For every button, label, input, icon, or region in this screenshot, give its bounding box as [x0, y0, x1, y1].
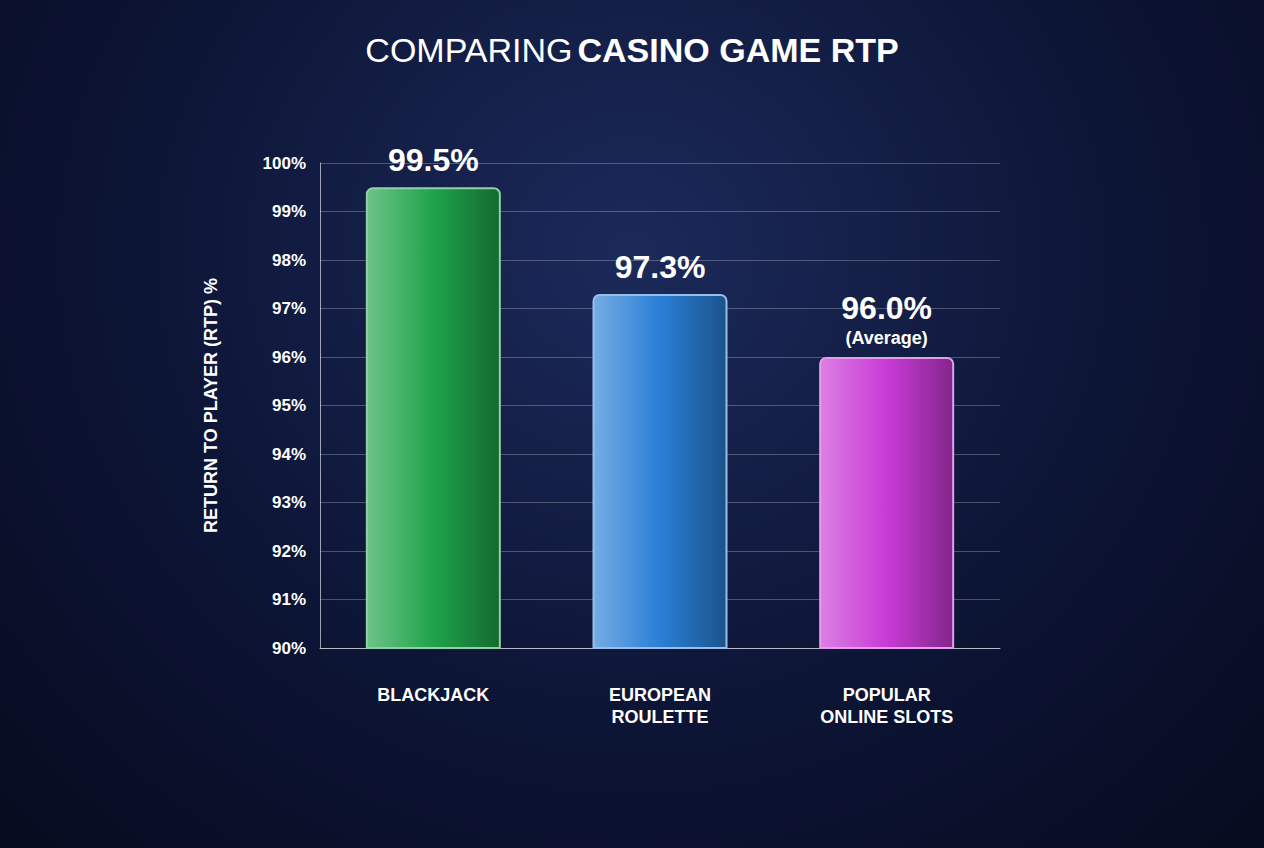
- svg-text:94%: 94%: [272, 445, 306, 464]
- svg-text:ONLINE SLOTS: ONLINE SLOTS: [820, 707, 953, 727]
- svg-text:99.5%: 99.5%: [388, 142, 479, 178]
- svg-text:98%: 98%: [272, 251, 306, 270]
- svg-text:COMPARING: COMPARING: [365, 31, 572, 69]
- svg-text:93%: 93%: [272, 493, 306, 512]
- svg-text:92%: 92%: [272, 542, 306, 561]
- svg-text:91%: 91%: [272, 590, 306, 609]
- svg-text:POPULAR: POPULAR: [843, 685, 931, 705]
- svg-text:97%: 97%: [272, 299, 306, 318]
- svg-text:BLACKJACK: BLACKJACK: [377, 685, 489, 705]
- svg-text:ROULETTE: ROULETTE: [612, 707, 709, 727]
- svg-text:100%: 100%: [263, 154, 306, 173]
- svg-text:99%: 99%: [272, 202, 306, 221]
- svg-text:95%: 95%: [272, 396, 306, 415]
- svg-text:96.0%: 96.0%: [841, 290, 932, 326]
- svg-text:CASINO GAME RTP: CASINO GAME RTP: [578, 31, 899, 69]
- svg-text:EUROPEAN: EUROPEAN: [609, 685, 711, 705]
- svg-text:96%: 96%: [272, 348, 306, 367]
- svg-text:90%: 90%: [272, 639, 306, 658]
- svg-text:97.3%: 97.3%: [615, 249, 706, 285]
- svg-text:RETURN TO PLAYER (RTP) %: RETURN TO PLAYER (RTP) %: [201, 278, 221, 533]
- svg-text:(Average): (Average): [845, 328, 927, 348]
